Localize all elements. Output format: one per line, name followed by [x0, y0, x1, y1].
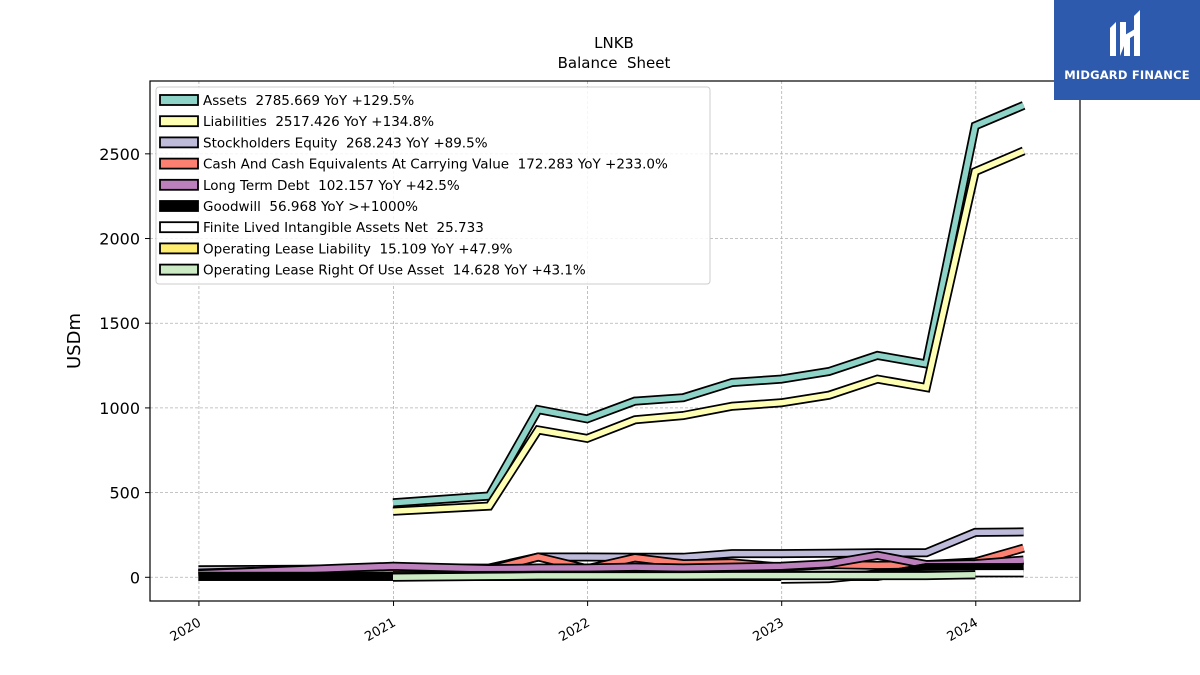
legend-box — [155, 86, 711, 285]
legend-swatch — [159, 242, 199, 255]
y-axis-label: USDm — [64, 313, 85, 369]
y-tick-label: 0 — [130, 568, 140, 587]
legend-swatch — [159, 178, 199, 191]
series-line — [392, 102, 1025, 506]
legend-entry: Operating Lease Right Of Use Asset 14.62… — [203, 263, 586, 279]
logo-text: MIDGARD FINANCE — [1064, 68, 1190, 82]
chart-subtitle: Balance Sheet — [558, 54, 671, 72]
legend-entry: Stockholders Equity 268.243 YoY +89.5% — [203, 135, 488, 151]
series-0 — [392, 101, 1026, 508]
series-8 — [392, 570, 976, 582]
series-lines — [198, 101, 1026, 584]
legend-swatch — [159, 115, 199, 128]
x-tick-label: 2023 — [751, 615, 787, 645]
x-tick-label: 2022 — [556, 615, 592, 645]
x-tick-label: 2020 — [168, 615, 204, 645]
series-line — [392, 572, 976, 581]
legend-swatch — [159, 157, 199, 170]
legend-swatch — [159, 200, 199, 212]
legend-swatch — [159, 263, 199, 276]
y-axis: 0 500 1000 1500 2000 2500 — [99, 145, 150, 587]
x-axis: 2020 2021 2022 2023 2024 — [168, 601, 981, 645]
y-tick-label: 2000 — [99, 230, 140, 249]
logo-mark-icon — [1110, 10, 1140, 56]
legend-entry: Cash And Cash Equivalents At Carrying Va… — [203, 157, 668, 173]
legend-swatch — [159, 94, 199, 106]
plot-frame — [149, 80, 1081, 602]
legend: Assets 2785.669 YoY +129.5% Liabilities 2… — [155, 86, 711, 285]
y-tick-label: 2500 — [99, 145, 140, 164]
legend-entry: Operating Lease Liability 15.109 YoY +47… — [203, 241, 513, 257]
x-tick-label: 2021 — [362, 615, 398, 645]
chart-title: LNKB — [594, 34, 634, 52]
y-tick-label: 1500 — [99, 314, 140, 333]
legend-entry: Assets 2785.669 YoY +129.5% — [203, 93, 414, 109]
y-tick-label: 1000 — [99, 399, 140, 418]
series-4 — [198, 550, 1024, 579]
y-tick-label: 500 — [109, 484, 140, 503]
legend-swatch — [159, 136, 199, 149]
legend-entry: Liabilities 2517.426 YoY +134.8% — [203, 114, 434, 130]
series-line — [198, 552, 1024, 577]
series-1 — [392, 146, 1026, 516]
midgard-finance-logo: MIDGARD FINANCE — [1054, 0, 1200, 100]
legend-entry: Long Term Debt 102.157 YoY +42.5% — [203, 178, 460, 194]
legend-entry: Goodwill 56.968 YoY >+1000% — [203, 199, 418, 215]
legend-swatch — [159, 221, 199, 234]
series-line — [392, 148, 1025, 514]
x-tick-label: 2024 — [945, 615, 981, 645]
legend-entry: Finite Lived Intangible Assets Net 25.73… — [203, 220, 484, 236]
